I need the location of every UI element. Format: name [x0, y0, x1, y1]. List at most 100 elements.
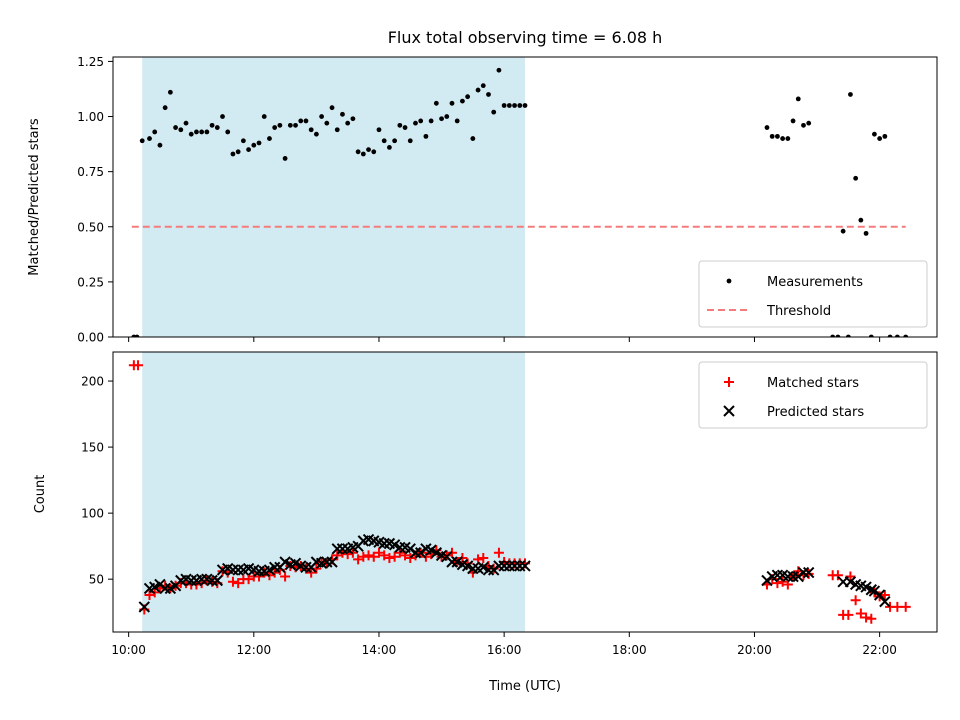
measurement-point [387, 144, 392, 150]
measurement-point [267, 136, 272, 141]
predicted-stars-point [467, 562, 479, 575]
measurement-point [840, 228, 846, 234]
predicted-stars-point [879, 595, 891, 608]
predicted-stars-point [253, 565, 265, 577]
bottom-panel: 50 100 150 200 10:00 12:00 14:00 16:00 18:00 20:0… [81, 351, 938, 657]
chart-title: Flux total observing time = 6.08 h [388, 28, 663, 47]
measurement-point [251, 142, 257, 148]
measurement-point [240, 138, 246, 144]
predicted-stars-point [519, 560, 531, 572]
measurement-point [209, 122, 215, 128]
measurement-point [402, 125, 408, 130]
legend: Matched stars Predicted stars [698, 361, 928, 429]
matched-stars-point [892, 601, 903, 612]
measurement-point [147, 136, 152, 141]
measurement-point [872, 131, 877, 137]
measurement-point [764, 125, 770, 130]
matched-stars-point [389, 551, 400, 562]
measurement-point [230, 151, 236, 157]
measurement-point [360, 151, 366, 157]
measurement-point [324, 120, 330, 126]
predicted-stars-point [797, 566, 810, 579]
y-tick-label: 1.00 [77, 110, 104, 124]
predicted-stars-point [227, 564, 239, 576]
predicted-stars-point [865, 584, 877, 596]
measurement-point [506, 103, 512, 108]
measurement-point [272, 125, 278, 130]
predicted-stars-point [268, 561, 281, 573]
measurement-point [157, 142, 163, 148]
measurement-point [795, 96, 801, 102]
legend-label: Matched stars [767, 376, 859, 391]
predicted-stars-point [331, 543, 343, 555]
legend-label: Predicted stars [767, 405, 864, 420]
x-tick-label: 22:00 [862, 643, 897, 657]
measurement-point [256, 140, 262, 146]
top-y-axis-label: Matched/Predicted stars [27, 118, 42, 276]
measurement-point [501, 103, 507, 108]
measurement-point [845, 334, 851, 337]
measurement-point [167, 89, 173, 95]
measurement-point [449, 100, 455, 106]
measurement-point [882, 133, 888, 139]
measurement-point [470, 136, 476, 141]
predicted-stars-point [321, 556, 333, 568]
measurement-point [863, 230, 869, 236]
measurement-point [308, 127, 314, 133]
y-tick-label: 0.00 [77, 331, 104, 345]
measurement-point [345, 120, 351, 126]
measurement-point [293, 122, 298, 128]
measurement-point [801, 122, 806, 128]
measurement-point [480, 83, 486, 89]
predicted-stars-point [446, 556, 458, 568]
y-tick-label: 0.75 [77, 165, 104, 179]
measurement-point [433, 100, 439, 106]
measurement-point [319, 114, 325, 119]
observing-interval-shade [142, 352, 525, 632]
predicted-stars-point [206, 574, 218, 587]
measurement-point [868, 334, 874, 337]
predicted-stars-point [508, 560, 521, 572]
y-tick-label: 0.50 [77, 220, 104, 234]
matched-stars-point [353, 554, 364, 565]
predicted-stars-point [782, 570, 794, 583]
measurement-point [183, 120, 189, 126]
predicted-stars-point [514, 560, 526, 572]
legend-label: Measurements [767, 275, 863, 290]
measurement-point [423, 133, 429, 139]
matched-stars-point [133, 360, 144, 371]
measurement-point [287, 122, 293, 128]
data-marks [131, 67, 909, 337]
predicted-stars-point [159, 582, 171, 595]
measurement-point [188, 131, 194, 137]
measurement-point [381, 138, 387, 144]
measurement-point [397, 122, 403, 128]
measurement-point [835, 334, 841, 337]
predicted-stars-point [493, 560, 505, 572]
x-tick-label: 18:00 [612, 643, 647, 657]
matched-stars-point [832, 570, 843, 581]
predicted-stars-point [394, 541, 406, 554]
predicted-stars-point [336, 543, 349, 555]
y-tick-label: 200 [81, 375, 104, 389]
matched-stars-point [405, 553, 416, 564]
measurement-point [277, 122, 283, 128]
matched-stars-point [855, 608, 866, 619]
matched-stars-point [227, 576, 238, 587]
matched-stars-point [332, 550, 343, 561]
measurement-point [806, 120, 812, 126]
y-tick-label: 50 [89, 573, 104, 587]
measurement-point [246, 147, 251, 152]
matched-stars-point [379, 550, 390, 561]
measurement-point [780, 136, 786, 141]
predicted-stars-point [185, 574, 197, 587]
x-tick-label: 16:00 [487, 643, 522, 657]
measurement-point [522, 103, 528, 108]
measurement-point [460, 98, 465, 104]
axes-frame [112, 56, 938, 338]
measurement-point [298, 118, 304, 124]
measurement-point [775, 133, 780, 139]
measurement-point [220, 114, 225, 119]
measurement-point [454, 118, 460, 124]
